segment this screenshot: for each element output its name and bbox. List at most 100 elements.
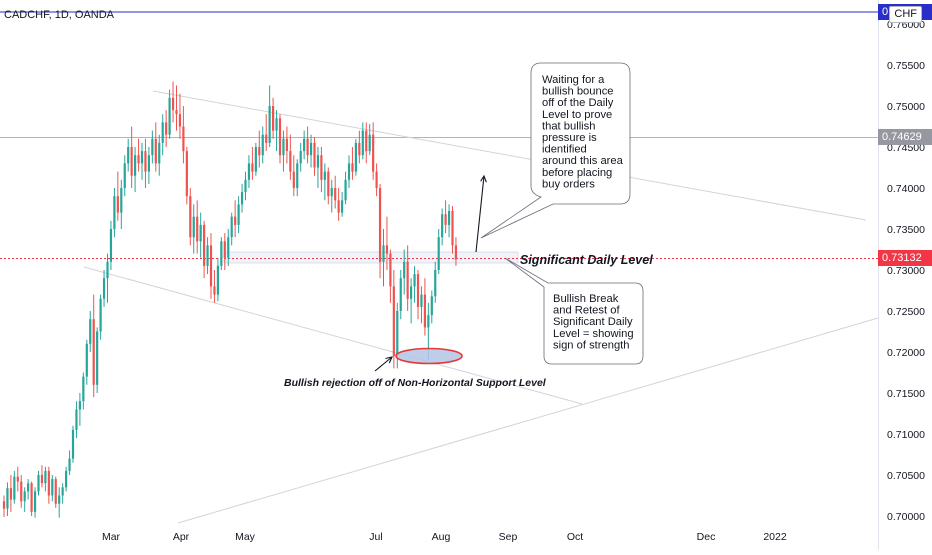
candle-bullish[interactable]	[244, 179, 247, 193]
candle-bullish[interactable]	[282, 138, 285, 156]
candle-bearish[interactable]	[209, 245, 213, 287]
candle-bullish[interactable]	[341, 200, 344, 213]
candle-bearish[interactable]	[130, 147, 133, 176]
candle-bullish[interactable]	[382, 245, 385, 262]
bounce-arrow[interactable]	[475, 176, 484, 253]
candle-bearish[interactable]	[185, 151, 188, 197]
candle-bullish[interactable]	[316, 155, 320, 168]
candle-bearish[interactable]	[320, 155, 323, 180]
candle-bullish[interactable]	[151, 138, 154, 156]
candle-bearish[interactable]	[375, 171, 378, 188]
candle-bearish[interactable]	[372, 134, 375, 172]
candle-bullish[interactable]	[230, 216, 233, 238]
candle-bullish[interactable]	[199, 224, 202, 242]
candle-bearish[interactable]	[92, 319, 95, 385]
candle-bearish[interactable]	[385, 245, 389, 254]
candle-bullish[interactable]	[427, 315, 430, 328]
candle-bearish[interactable]	[454, 245, 458, 260]
candle-bullish[interactable]	[299, 151, 302, 164]
candle-bullish[interactable]	[127, 147, 130, 164]
candle-bearish[interactable]	[392, 286, 395, 357]
candle-bullish[interactable]	[206, 245, 209, 266]
candle-bearish[interactable]	[178, 114, 182, 127]
candle-bearish[interactable]	[337, 200, 340, 213]
candle-bearish[interactable]	[175, 110, 178, 115]
candle-bullish[interactable]	[410, 286, 413, 299]
candle-bearish[interactable]	[144, 151, 147, 172]
candle-bullish[interactable]	[13, 476, 16, 500]
candle-bearish[interactable]	[30, 483, 33, 512]
candle-bearish[interactable]	[313, 142, 316, 168]
candle-bullish[interactable]	[227, 237, 230, 258]
candle-bearish[interactable]	[196, 216, 199, 242]
candle-bullish[interactable]	[396, 311, 399, 357]
candle-bearish[interactable]	[223, 241, 226, 258]
candle-bearish[interactable]	[378, 188, 382, 262]
callout-waiting[interactable]: Waiting for a bullish bounce off of the Da…	[480, 62, 631, 239]
candle-bullish[interactable]	[78, 401, 81, 410]
candle-bullish[interactable]	[303, 138, 306, 152]
candle-bearish[interactable]	[365, 130, 368, 152]
candle-bearish[interactable]	[116, 196, 119, 213]
candle-bullish[interactable]	[268, 106, 271, 143]
trendline-ascending-support[interactable]	[177, 317, 879, 524]
candle-bullish[interactable]	[344, 179, 347, 201]
candle-bearish[interactable]	[389, 253, 392, 287]
candle-bullish[interactable]	[109, 229, 113, 262]
candle-bullish[interactable]	[354, 142, 357, 172]
candle-bearish[interactable]	[54, 479, 57, 504]
candle-bullish[interactable]	[82, 376, 85, 402]
candle-bearish[interactable]	[171, 97, 175, 111]
candle-bullish[interactable]	[75, 409, 78, 430]
candle-bearish[interactable]	[16, 476, 19, 482]
candle-bearish[interactable]	[351, 163, 354, 172]
candle-bearish[interactable]	[358, 142, 361, 156]
candle-bullish[interactable]	[6, 488, 9, 509]
candle-bullish[interactable]	[240, 192, 244, 205]
candle-bullish[interactable]	[247, 163, 251, 180]
candle-bullish[interactable]	[420, 294, 423, 307]
candle-bearish[interactable]	[444, 214, 447, 225]
callout-break[interactable]: Bullish Break and Retest of Significant Da…	[504, 257, 644, 365]
candle-bullish[interactable]	[399, 278, 402, 311]
candle-bullish[interactable]	[168, 97, 171, 135]
candle-bullish[interactable]	[58, 495, 61, 504]
candle-bullish[interactable]	[71, 429, 75, 459]
last-price-tag[interactable]: 0.73132	[878, 250, 932, 266]
candle-bullish[interactable]	[447, 210, 451, 225]
candle-bearish[interactable]	[334, 188, 337, 201]
candle-bullish[interactable]	[61, 487, 64, 496]
candle-bullish[interactable]	[403, 261, 406, 279]
candle-bearish[interactable]	[423, 294, 426, 328]
candle-bearish[interactable]	[189, 196, 192, 238]
candle-bullish[interactable]	[99, 298, 102, 332]
candle-bearish[interactable]	[213, 286, 216, 295]
candle-bullish[interactable]	[37, 475, 40, 492]
horizontal-level-tag[interactable]: 0.74629	[878, 129, 932, 145]
candle-bearish[interactable]	[406, 261, 409, 299]
candle-bearish[interactable]	[182, 126, 185, 152]
candle-bearish[interactable]	[40, 475, 44, 484]
candle-bearish[interactable]	[292, 171, 295, 188]
candle-bullish[interactable]	[237, 204, 240, 225]
candle-bullish[interactable]	[192, 216, 195, 238]
trendline-descending-support[interactable]	[83, 266, 583, 405]
candle-bearish[interactable]	[306, 138, 309, 156]
candle-bullish[interactable]	[296, 163, 299, 188]
candle-bearish[interactable]	[9, 488, 12, 500]
currency-badge[interactable]: CHF	[889, 6, 922, 23]
candle-bullish[interactable]	[158, 142, 161, 164]
candle-bullish[interactable]	[113, 196, 116, 229]
candle-bullish[interactable]	[254, 147, 257, 172]
candle-bearish[interactable]	[285, 138, 288, 152]
significant-level-zone[interactable]	[223, 251, 519, 264]
candle-bullish[interactable]	[323, 171, 326, 180]
candle-bullish[interactable]	[23, 491, 26, 502]
candle-bullish[interactable]	[96, 331, 99, 385]
candle-bullish[interactable]	[140, 151, 144, 164]
candle-bullish[interactable]	[68, 458, 71, 471]
candle-bearish[interactable]	[154, 138, 157, 164]
candle-bullish[interactable]	[65, 470, 68, 488]
